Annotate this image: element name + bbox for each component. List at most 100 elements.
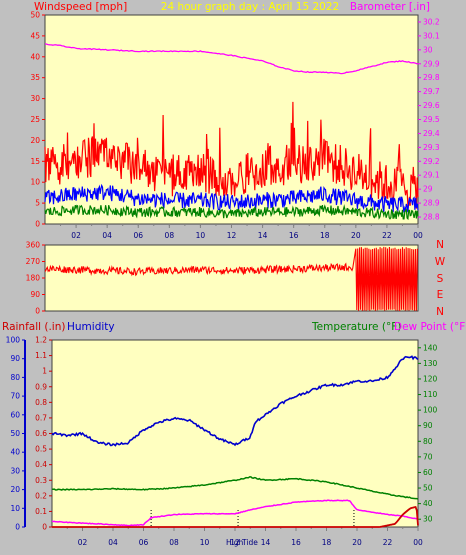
baro-axis-tick-label: 29.6 — [423, 101, 440, 110]
x-tick-label: 22 — [383, 538, 393, 547]
humidity-axis-tick-label: 50 — [10, 429, 20, 438]
wind-axis-tick-label: 50 — [30, 11, 40, 20]
direction-label-e: E — [437, 289, 444, 301]
direction-axis-tick-label: 270 — [26, 257, 41, 266]
humidity-axis-tick-label: 0 — [15, 523, 20, 532]
temp-axis-tick-label: 90 — [423, 421, 433, 430]
temp-axis-tick-label: 30 — [423, 515, 433, 524]
x-tick-label: 10 — [196, 231, 206, 240]
wind-axis-tick-label: 25 — [30, 115, 40, 124]
humidity-plot-area — [51, 339, 419, 528]
temp-axis-tick-label: 110 — [423, 390, 438, 399]
temp-axis-tick-label: 130 — [423, 359, 438, 368]
direction-label-s: S — [437, 273, 444, 285]
baro-axis-tick-label: 28.9 — [423, 199, 440, 208]
wind-axis-tick-label: 30 — [30, 94, 40, 103]
rain-axis-tick-label: 1 — [42, 367, 47, 376]
x-tick-label: 22 — [382, 231, 392, 240]
wind-gust-line — [44, 101, 419, 209]
humidity-axis-tick-label: 20 — [10, 485, 20, 494]
wind-direction-line — [44, 246, 418, 312]
rain-axis-tick-label: 1.1 — [35, 351, 47, 360]
wind-axis-tick-label: 40 — [30, 52, 40, 61]
x-tick-label: 06 — [133, 231, 143, 240]
baro-axis-tick-label: 29.8 — [423, 73, 440, 82]
x-tick-label: 10 — [200, 538, 210, 547]
dew-point-line — [51, 499, 419, 527]
direction-label-n: N — [436, 306, 444, 318]
humidity-axis-tick-label: 100 — [6, 336, 21, 345]
rainfall-line — [52, 505, 419, 528]
temp-axis-tick-label: 80 — [423, 437, 433, 446]
x-tick-label: 02 — [71, 231, 81, 240]
baro-axis-tick-label: 29.5 — [423, 115, 440, 124]
x-tick-label: 06 — [139, 538, 149, 547]
temp-axis-tick-label: 50 — [423, 484, 433, 493]
x-tick-label: 00 — [413, 538, 423, 547]
baro-axis-tick-label: 29 — [423, 185, 433, 194]
x-tick-label: 04 — [108, 538, 118, 547]
dew-point-axis-title: Dew Point (°F) — [394, 321, 466, 333]
wind-average-line — [44, 183, 419, 213]
tide-label-tide: Tide — [241, 538, 258, 547]
temp-axis-tick-label: 70 — [423, 452, 433, 461]
rain-axis-tick-label: 0.4 — [35, 460, 47, 469]
direction-axis-tick-label: 180 — [26, 274, 41, 283]
rainfall-axis-title: Rainfall (.in) — [2, 321, 65, 333]
wind-axis-tick-label: 15 — [30, 157, 40, 166]
temp-axis-tick-label: 100 — [423, 406, 438, 415]
x-tick-label: 20 — [351, 231, 361, 240]
humidity-axis-tick-label: 80 — [10, 373, 20, 382]
rain-axis-tick-label: 0 — [42, 523, 47, 532]
baro-axis-tick-label: 30.1 — [423, 31, 440, 40]
baro-axis-tick-label: 29.2 — [423, 157, 440, 166]
wind-axis-tick-label: 45 — [30, 31, 40, 40]
humidity-axis-tick-label: 10 — [10, 504, 20, 513]
humidity-axis-tick-label: 70 — [10, 392, 20, 401]
x-tick-label: 16 — [291, 538, 301, 547]
baro-axis-tick-label: 29.4 — [423, 129, 440, 138]
rain-axis-tick-label: 0.7 — [35, 413, 47, 422]
baro-axis-tick-label: 29.3 — [423, 143, 440, 152]
barometer-axis-title: Barometer [.in] — [350, 1, 430, 13]
tide-label-high: High — [226, 538, 243, 547]
humidity-axis-tick-label: 60 — [10, 410, 20, 419]
direction-label-w: W — [435, 256, 446, 268]
temperature-axis-title: Temperature (°F) — [311, 321, 401, 333]
wind-axis-title: Windspeed [mph] — [34, 1, 127, 13]
rain-axis-tick-label: 0.6 — [35, 429, 47, 438]
x-tick-label: 08 — [165, 231, 175, 240]
rain-axis-tick-label: 0.1 — [35, 507, 47, 516]
direction-axis-tick-label: 360 — [26, 241, 41, 250]
humidity-axis-tick-label: 90 — [10, 354, 20, 363]
x-tick-label: 18 — [320, 231, 330, 240]
baro-axis-tick-label: 29.1 — [423, 171, 440, 180]
wind-barometer-panel: 0 5 10 15 20 25 30 35 40 45 50 28.8 28.9 29 29.1 29.2 29… — [30, 11, 439, 241]
direction-axis-tick-label: 90 — [30, 290, 40, 299]
x-tick-label: 02 — [78, 538, 88, 547]
x-tick-label: 14 — [261, 538, 271, 547]
humidity-axis-title: Humidity — [67, 321, 115, 333]
baro-axis-tick-label: 29.9 — [423, 59, 440, 68]
rain-axis-tick-label: 0.2 — [35, 491, 47, 500]
temp-axis-tick-label: 60 — [423, 468, 433, 477]
x-tick-label: 14 — [258, 231, 268, 240]
x-tick-label: 18 — [322, 538, 332, 547]
humidity-temperature-panel: 010203040506070809010000.10.20.30.40.50.… — [6, 336, 438, 548]
rain-axis-tick-label: 0.8 — [35, 398, 47, 407]
wind-low-line — [44, 204, 419, 221]
graph-title: 24 hour graph day : April 15 2022 — [161, 1, 339, 13]
x-tick-label: 08 — [169, 538, 179, 547]
rain-axis-tick-label: 0.3 — [35, 476, 47, 485]
rain-axis-tick-label: 1.2 — [35, 336, 47, 345]
baro-axis-tick-label: 30.2 — [423, 17, 440, 26]
x-tick-label: 16 — [289, 231, 299, 240]
direction-axis-tick-label: 0 — [35, 307, 40, 316]
baro-axis-tick-label: 29.7 — [423, 87, 440, 96]
direction-label-n: N — [436, 239, 444, 251]
barometer-line — [44, 43, 419, 75]
x-tick-label: 00 — [413, 231, 423, 240]
temp-axis-tick-label: 140 — [423, 343, 438, 352]
x-tick-label: 12 — [227, 231, 237, 240]
